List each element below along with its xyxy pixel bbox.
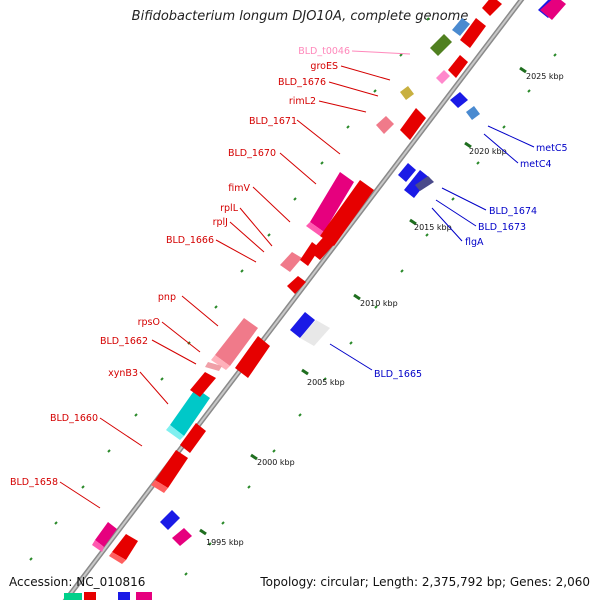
label-bld-1658[interactable]: BLD_1658: [10, 477, 58, 488]
label-pnp[interactable]: pnp: [158, 292, 176, 303]
label-rpll[interactable]: rplL: [220, 203, 239, 214]
gene-xynb3-block[interactable]: [166, 372, 216, 440]
right-gene-labels: metC5 metC4 BLD_1674 BLD_1673 flgA BLD_1…: [374, 143, 568, 380]
gene-top-cluster-block[interactable]: [430, 0, 502, 84]
scale-label-2005: 2005 kbp: [307, 378, 345, 387]
gene-pnp-block[interactable]: [205, 318, 270, 378]
gene-groes-block[interactable]: [400, 86, 414, 100]
label-rpso[interactable]: rpsO: [138, 317, 160, 328]
label-fimv[interactable]: fimV: [228, 183, 250, 194]
label-bld-1666[interactable]: BLD_1666: [166, 235, 214, 246]
map-title: Bifidobacterium longum DJO10A, complete …: [131, 9, 469, 24]
genome-summary-text: Topology: circular; Length: 2,375,792 bp…: [260, 575, 590, 589]
label-bld-1674[interactable]: BLD_1674: [489, 206, 537, 217]
label-rplj[interactable]: rplJ: [213, 217, 228, 228]
label-bld-1673[interactable]: BLD_1673: [478, 222, 526, 233]
scale-label-2020: 2020 kbp: [469, 147, 507, 156]
gene-bld-1660-block[interactable]: [151, 423, 206, 493]
gene-metc-block[interactable]: [450, 92, 480, 120]
gene-bld-1658-block[interactable]: [92, 522, 138, 564]
gene-bottom-blue-block[interactable]: [160, 510, 192, 546]
accession-text: Accession: NC_010816: [9, 575, 146, 589]
right-leader-lines: [329, 125, 535, 371]
label-groes[interactable]: groES: [310, 61, 338, 72]
label-bld-1676[interactable]: BLD_1676: [278, 77, 326, 88]
forward-strand-genes: [92, 0, 502, 564]
label-bld-1660[interactable]: BLD_1660: [50, 413, 98, 424]
gene-bld-1673-block[interactable]: [398, 163, 434, 198]
gene-top-right-block[interactable]: [538, 0, 566, 20]
gene-rimL2-block[interactable]: [376, 108, 426, 140]
label-metc4[interactable]: metC4: [520, 159, 552, 170]
label-bld-1671[interactable]: BLD_1671: [249, 116, 297, 127]
reverse-strand-genes: [160, 0, 566, 546]
gene-bld-1670-block[interactable]: [306, 172, 374, 260]
label-bld-1662[interactable]: BLD_1662: [100, 336, 148, 347]
left-leader-lines: [59, 50, 411, 509]
scale-label-2010: 2010 kbp: [360, 299, 398, 308]
left-gene-labels: BLD_t0046 groES BLD_1676 rimL2 BLD_1671 …: [10, 46, 350, 488]
bottom-partial-genes: [64, 592, 152, 600]
label-flga[interactable]: flgA: [465, 237, 484, 248]
label-metc5[interactable]: metC5: [536, 143, 568, 154]
scale-label-2015: 2015 kbp: [414, 223, 452, 232]
scale-label-2000: 2000 kbp: [257, 458, 295, 467]
label-bld-1665[interactable]: BLD_1665: [374, 369, 422, 380]
label-bld-1670[interactable]: BLD_1670: [228, 148, 276, 159]
scale-label-2025: 2025 kbp: [526, 72, 564, 81]
label-riml2[interactable]: rimL2: [289, 96, 316, 107]
left-tick-track: [29, 17, 430, 561]
label-bld-t0046[interactable]: BLD_t0046: [298, 46, 350, 57]
right-tick-track: [184, 53, 557, 576]
scale-label-1995: 1995 kbp: [206, 538, 244, 547]
label-xynb3[interactable]: xynB3: [108, 368, 138, 379]
gene-bld-1665-block[interactable]: [290, 312, 330, 346]
scale-ticks: [199, 66, 527, 536]
